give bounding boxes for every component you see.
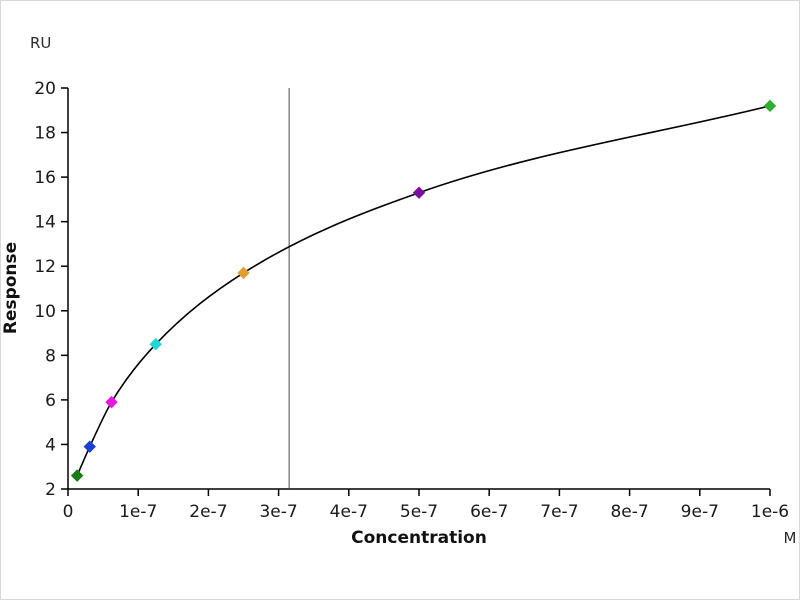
y-tick-label: 8 <box>45 346 56 366</box>
data-point <box>83 440 96 453</box>
x-axis-title: Concentration <box>351 528 487 548</box>
y-tick-label: 18 <box>34 124 56 144</box>
data-point <box>105 395 118 409</box>
x-tick-label: 7e-7 <box>540 502 578 522</box>
data-point <box>412 186 426 199</box>
data-point <box>763 99 777 113</box>
x-axis-unit-label: M <box>784 529 797 547</box>
y-tick-label: 20 <box>34 79 56 99</box>
y-tick-label: 10 <box>34 302 56 322</box>
y-tick-label: 12 <box>34 257 56 277</box>
data-point <box>237 266 250 280</box>
x-tick-label: 1e-6 <box>751 502 789 522</box>
y-axis-title: Response <box>1 242 21 334</box>
x-tick-label: 1e-7 <box>119 502 157 522</box>
y-tick-label: 6 <box>45 391 56 411</box>
y-tick-label: 2 <box>45 480 56 500</box>
fit-curve <box>76 105 771 476</box>
data-point <box>70 469 84 482</box>
x-tick-label: 2e-7 <box>189 502 227 522</box>
x-tick-label: 5e-7 <box>400 502 438 522</box>
y-axis-unit-label: RU <box>30 34 51 52</box>
axis-spines <box>67 88 770 490</box>
x-tick-label: 4e-7 <box>330 502 368 522</box>
data-point <box>149 337 162 351</box>
y-tick-label: 16 <box>34 168 56 188</box>
y-tick-label: 4 <box>45 435 56 455</box>
x-tick-label: 9e-7 <box>681 502 719 522</box>
y-tick-label: 14 <box>34 213 56 233</box>
x-tick-label: 6e-7 <box>470 502 508 522</box>
x-tick-label: 3e-7 <box>259 502 297 522</box>
x-tick-label: 8e-7 <box>610 502 648 522</box>
x-tick-label: 0 <box>63 502 74 522</box>
